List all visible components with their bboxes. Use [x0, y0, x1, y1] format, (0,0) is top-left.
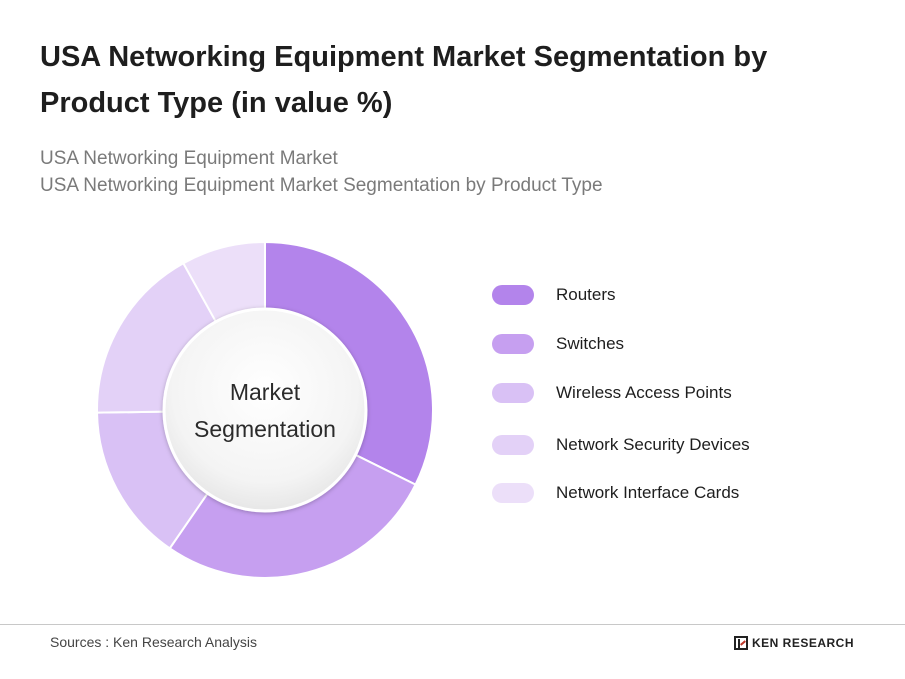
legend-label-network-interface-cards: Network Interface Cards [556, 483, 740, 502]
legend-swatch-wireless-access-points [492, 383, 534, 403]
subtitle-segmentation: USA Networking Equipment Market Segmenta… [40, 175, 603, 196]
legend-label-switches: Switches [556, 334, 625, 353]
center-label-market: Market [230, 379, 301, 405]
chart-title: USA Networking Equipment Market Segmenta… [40, 41, 768, 119]
center-label-segmentation: Segmentation [194, 416, 336, 442]
legend-label-network-security-devices: Network Security Devices [556, 435, 750, 454]
ken-research-logo-icon [734, 636, 748, 650]
legend-label-wireless-access-points: Wireless Access Points [556, 383, 732, 402]
legend-swatch-switches [492, 334, 534, 354]
legend-item-wireless-access-points: Wireless Access Points [492, 378, 732, 408]
subtitle-market: USA Networking Equipment Market [40, 148, 338, 169]
legend-swatch-network-security-devices [492, 435, 534, 455]
legend-item-switches: Switches [492, 329, 624, 359]
legend-swatch-routers [492, 285, 534, 305]
brand-name: KEN RESEARCH [752, 636, 855, 650]
legend-item-network-security-devices: Network Security Devices [492, 430, 750, 460]
donut-chart: Market Segmentation [96, 240, 434, 579]
legend-swatch-network-interface-cards [492, 483, 534, 503]
legend-label-routers: Routers [556, 285, 616, 304]
sources-note: Sources : Ken Research Analysis [50, 634, 257, 650]
legend-item-network-interface-cards: Network Interface Cards [492, 478, 739, 508]
legend-item-routers: Routers [492, 280, 616, 310]
brand-logo: KEN RESEARCH [734, 633, 854, 653]
footer-divider [0, 624, 905, 625]
donut-center-disc [162, 307, 368, 513]
